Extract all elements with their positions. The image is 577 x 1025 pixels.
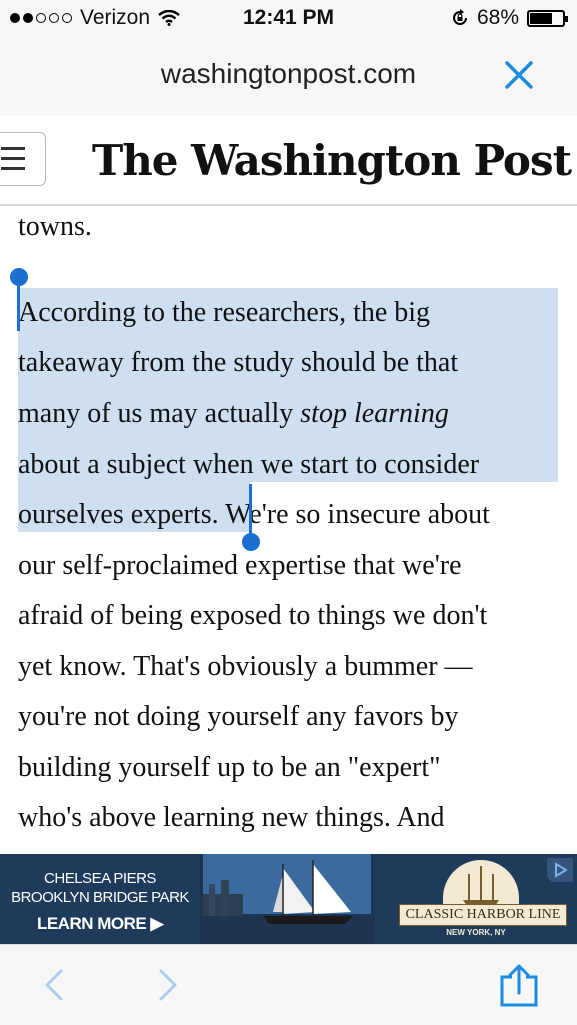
clock: 12:41 PM xyxy=(242,6,335,29)
ad-banner[interactable]: CHELSEA PIERS BROOKLYN BRIDGE PARK LEARN… xyxy=(0,854,577,944)
browser-toolbar xyxy=(0,944,577,1025)
rotation-lock-icon xyxy=(453,9,467,25)
close-icon[interactable] xyxy=(501,57,537,93)
sailboat-image xyxy=(203,854,371,944)
url-text[interactable]: washingtonpost.com xyxy=(160,58,417,89)
battery-icon xyxy=(527,9,568,27)
article-line: takeaway from the study should be that xyxy=(18,347,459,378)
site-header: The Washington Post xyxy=(0,116,577,206)
article-body: towns. According to the researchers, the… xyxy=(0,205,577,855)
status-bar: Verizon 12:41 PM 68% xyxy=(0,0,577,38)
selection-end-cursor[interactable] xyxy=(249,484,252,534)
text-selection-highlight xyxy=(18,482,250,532)
article-line: building yourself up to be an "expert" xyxy=(18,752,441,783)
selection-start-handle[interactable] xyxy=(10,268,28,286)
forward-icon[interactable] xyxy=(156,965,180,1005)
emphasis-text: stop learning xyxy=(300,398,449,429)
url-bar: washingtonpost.com xyxy=(0,38,577,117)
ad-brand-panel[interactable]: CLASSIC HARBOR LINE NEW YORK, NY xyxy=(375,854,577,944)
article-text: We're so insecure about xyxy=(218,499,490,530)
carrier-group: Verizon xyxy=(10,6,180,30)
article-line: afraid of being exposed to things we don… xyxy=(18,600,488,631)
ad-brand-location: NEW YORK, NY xyxy=(446,928,506,937)
article-line: According to the researchers, the big xyxy=(18,297,431,328)
battery-percent: 68% xyxy=(476,6,519,29)
selected-text-end: ourselves experts. xyxy=(18,499,219,530)
site-logo[interactable]: The Washington Post xyxy=(92,136,572,185)
article-line: you're not doing yourself any favors by xyxy=(18,701,459,732)
article-line: yet know. That's obviously a bummer — xyxy=(18,651,473,682)
article-line: towns. xyxy=(18,211,92,242)
article-line: about a subject when we start to conside… xyxy=(18,449,480,480)
article-line: many of us may actually stop learning xyxy=(18,398,449,430)
article-text: many of us may actually xyxy=(18,398,301,429)
selection-start-cursor[interactable] xyxy=(17,281,20,331)
ad-line: BROOKLYN BRIDGE PARK xyxy=(11,889,189,906)
ad-text-panel[interactable]: CHELSEA PIERS BROOKLYN BRIDGE PARK LEARN… xyxy=(0,854,200,944)
signal-strength-icon xyxy=(10,13,72,23)
ad-learn-more-link[interactable]: LEARN MORE ▶ xyxy=(36,914,164,933)
selection-end-handle[interactable] xyxy=(242,533,260,551)
ad-brand-name: CLASSIC HARBOR LINE xyxy=(399,904,567,926)
share-icon[interactable] xyxy=(498,963,540,1009)
text-selection-highlight xyxy=(18,288,558,482)
article-line: ourselves experts. We're so insecure abo… xyxy=(18,499,490,531)
hamburger-menu-icon[interactable] xyxy=(0,132,46,186)
ad-line: CHELSEA PIERS xyxy=(44,870,156,887)
article-line: our self-proclaimed expertise that we're xyxy=(18,550,462,581)
battery-group: 68% xyxy=(451,6,568,30)
article-line: who's above learning new things. And xyxy=(18,802,445,833)
wifi-icon xyxy=(158,10,180,26)
back-icon[interactable] xyxy=(42,965,66,1005)
ad-ship-image[interactable] xyxy=(203,854,371,944)
carrier-name: Verizon xyxy=(80,6,151,29)
ad-choices-icon[interactable] xyxy=(547,858,573,882)
